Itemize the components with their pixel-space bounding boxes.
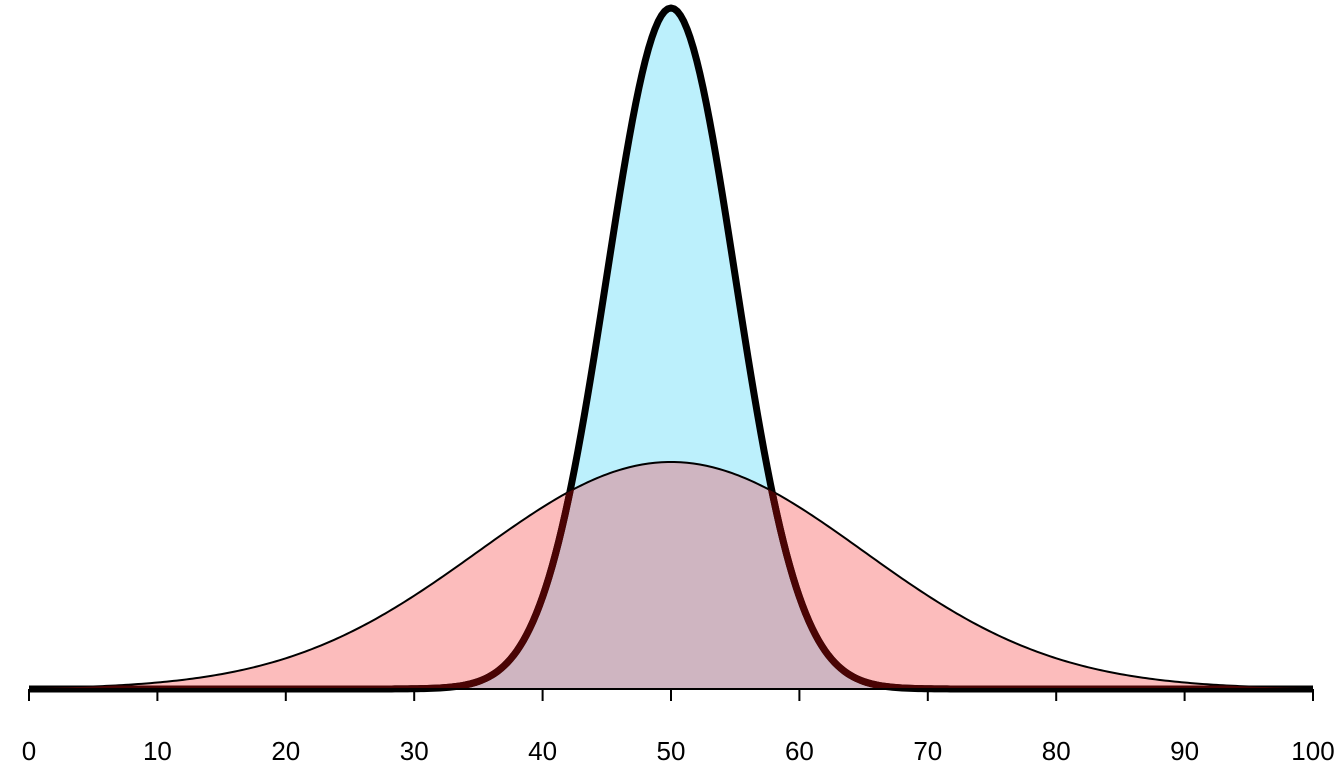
x-axis-tick-labels: 0 10 20 30 40 50 60 70 80 90 100 — [22, 736, 1335, 766]
x-tick-label: 90 — [1170, 736, 1199, 766]
x-tick-label: 0 — [22, 736, 36, 766]
x-tick-label: 50 — [657, 736, 686, 766]
x-tick-label: 60 — [785, 736, 814, 766]
plot-area — [28, 4, 1314, 693]
x-axis: 0 10 20 30 40 50 60 70 80 90 100 — [22, 688, 1335, 766]
x-tick-label: 30 — [400, 736, 429, 766]
x-tick-label: 10 — [143, 736, 172, 766]
x-tick-label: 80 — [1042, 736, 1071, 766]
series-wide-line — [28, 460, 1314, 690]
x-tick-label: 40 — [528, 736, 557, 766]
x-tick-label: 20 — [271, 736, 300, 766]
series-narrow-fill — [29, 8, 1313, 689]
x-tick-label: 70 — [913, 736, 942, 766]
x-tick-label: 100 — [1291, 736, 1334, 766]
x-axis-ticks — [28, 689, 1314, 701]
